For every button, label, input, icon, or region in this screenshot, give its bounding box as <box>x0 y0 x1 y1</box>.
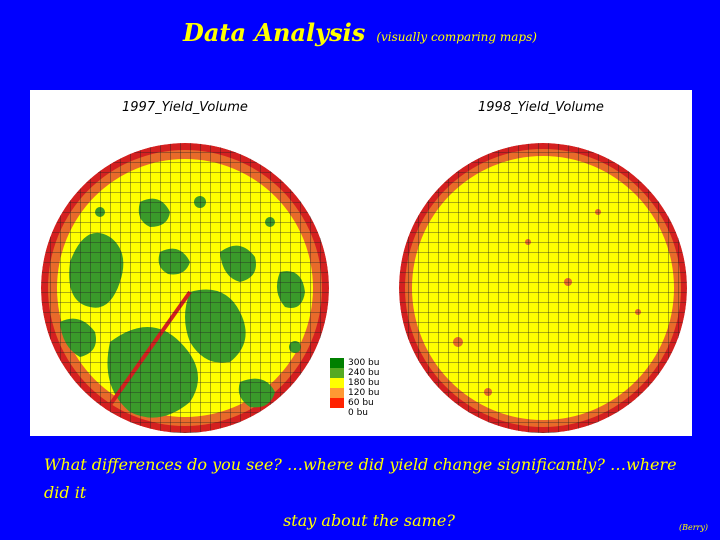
yield-legend: 300 bu 240 bu 180 bu 120 bu 60 bu 0 bu <box>330 358 379 418</box>
legend-swatch <box>330 388 344 398</box>
slide-title-subtitle: (visually comparing maps) <box>376 30 537 44</box>
map-1998-grid <box>399 143 687 433</box>
legend-item: 0 bu <box>330 408 379 418</box>
legend-swatch <box>330 368 344 378</box>
legend-label: 300 bu <box>348 358 380 368</box>
legend-swatch <box>330 398 344 408</box>
question-line-1: What differences do you see? …where did … <box>44 455 677 502</box>
discussion-question: What differences do you see? …where did … <box>44 451 694 535</box>
legend-item: 60 bu <box>330 398 379 408</box>
maps-panel: 1997_Yield_Volume 1998_Yield_Volume <box>30 90 692 436</box>
legend-label: 60 bu <box>348 398 374 408</box>
map-1997-grid <box>41 143 329 433</box>
legend-swatch <box>330 378 344 388</box>
legend-label: 120 bu <box>348 388 380 398</box>
map-1997-yield <box>41 143 329 433</box>
legend-label: 240 bu <box>348 368 380 378</box>
slide-title: Data Analysis (visually comparing maps) <box>0 18 720 47</box>
legend-swatch <box>330 408 344 418</box>
legend-label: 0 bu <box>348 408 369 418</box>
legend-item: 120 bu <box>330 388 379 398</box>
map-1998-title: 1998_Yield_Volume <box>478 100 604 115</box>
slide-title-main: Data Analysis <box>183 18 366 47</box>
legend-item: 180 bu <box>330 378 379 388</box>
map-1997-title: 1997_Yield_Volume <box>122 100 248 115</box>
credit-label: (Berry) <box>678 523 708 532</box>
legend-label: 180 bu <box>348 378 380 388</box>
legend-swatch <box>330 358 344 368</box>
legend-item: 240 bu <box>330 368 379 378</box>
question-line-2: stay about the same? <box>283 511 455 530</box>
map-1998-yield <box>399 143 687 433</box>
legend-item: 300 bu <box>330 358 379 368</box>
